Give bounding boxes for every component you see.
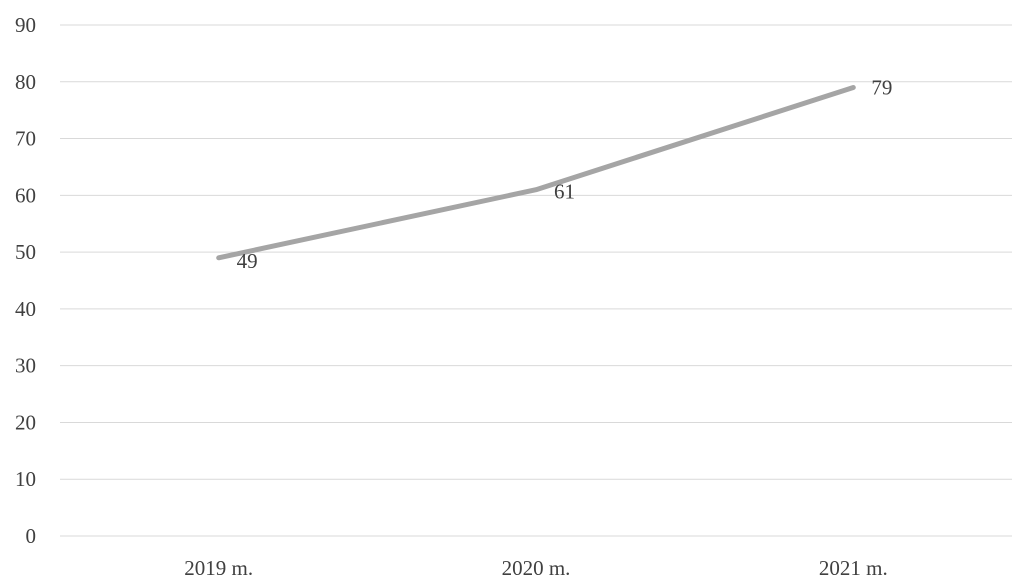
y-tick-label: 90 — [15, 13, 36, 37]
y-tick-label: 50 — [15, 240, 36, 264]
gridlines — [60, 24, 1012, 537]
y-tick-label: 20 — [15, 410, 36, 434]
y-tick-label: 0 — [26, 524, 37, 548]
x-tick-label: 2021 m. — [819, 556, 888, 577]
series-lines — [216, 85, 856, 261]
data-label: 61 — [554, 180, 575, 204]
y-tick-label: 60 — [15, 183, 36, 207]
x-tick-label: 2019 m. — [184, 556, 253, 577]
x-axis-tick-labels: 2019 m. 2020 m. 2021 m. — [184, 556, 888, 577]
data-label: 49 — [237, 249, 258, 273]
y-tick-label: 80 — [15, 70, 36, 94]
y-tick-label: 30 — [15, 354, 36, 378]
y-tick-label: 70 — [15, 127, 36, 151]
data-label: 79 — [871, 75, 892, 99]
y-tick-label: 40 — [15, 297, 36, 321]
y-axis-tick-labels: 0 10 20 30 40 50 60 70 80 90 — [15, 13, 36, 548]
x-tick-label: 2020 m. — [502, 556, 571, 577]
y-tick-label: 10 — [15, 467, 36, 491]
series-line — [216, 85, 856, 261]
data-labels: 49 61 79 — [237, 75, 893, 272]
